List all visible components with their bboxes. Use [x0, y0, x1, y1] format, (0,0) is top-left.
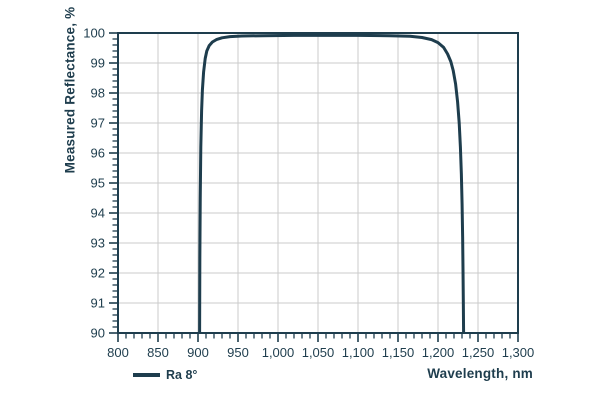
x-tick-label: 1,300	[502, 345, 535, 360]
y-tick-label: 91	[91, 296, 105, 311]
x-tick-label: 1,050	[302, 345, 335, 360]
x-tick-label: 1,150	[382, 345, 415, 360]
y-tick-label: 98	[91, 86, 105, 101]
x-tick-label: 800	[107, 345, 129, 360]
y-tick-label: 95	[91, 176, 105, 191]
legend-label: Ra 8°	[166, 368, 198, 382]
x-axis-title: Wavelength, nm	[427, 366, 533, 381]
y-tick-label: 90	[91, 326, 105, 341]
y-tick-label: 100	[83, 26, 105, 41]
y-tick-label: 99	[91, 56, 105, 71]
legend: Ra 8°	[133, 368, 197, 382]
x-tick-label: 850	[147, 345, 169, 360]
x-tick-label: 1,000	[262, 345, 295, 360]
x-tick-label: 950	[227, 345, 249, 360]
y-tick-label: 94	[91, 206, 105, 221]
y-tick-label: 97	[91, 116, 105, 131]
legend-line-swatch	[133, 373, 160, 377]
x-tick-label: 1,250	[462, 345, 495, 360]
y-tick-label: 96	[91, 146, 105, 161]
plot-frame	[117, 32, 519, 334]
reflectance-curve	[198, 33, 466, 333]
x-tick-label: 1,200	[422, 345, 455, 360]
y-axis-title: Measured Reflectance, %	[62, 6, 78, 174]
x-tick-label: 900	[187, 345, 209, 360]
y-tick-label: 93	[91, 236, 105, 251]
x-tick-label: 1,100	[342, 345, 375, 360]
y-tick-label: 92	[91, 266, 105, 281]
